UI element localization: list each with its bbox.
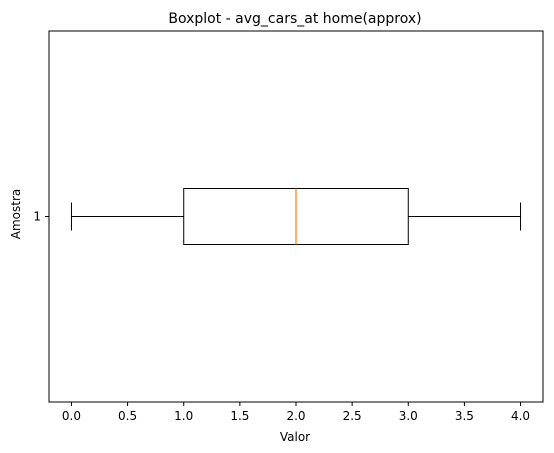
x-tick-label: 3.5 [455,409,474,423]
x-tick-label: 2.0 [286,409,305,423]
x-tick-label: 0.5 [118,409,137,423]
x-axis-label: Valor [280,430,310,444]
boxplot-boxes [70,188,522,245]
x-tick-label: 4.0 [511,409,530,423]
x-axis-ticks: 0.0 0.5 1.0 1.5 2.0 2.5 3.0 3.5 4.0 [62,402,530,423]
x-tick-label: 2.5 [343,409,362,423]
y-axis-label: Amostra [9,189,23,239]
x-tick-label: 1.5 [230,409,249,423]
x-tick-label: 3.0 [399,409,418,423]
x-tick-label: 1.0 [174,409,193,423]
chart-title: Boxplot - avg_cars_at home(approx) [168,11,421,27]
x-tick-label: 0.0 [62,409,81,423]
y-tick-label: 1 [33,210,41,224]
y-axis-ticks: 1 [33,210,49,224]
